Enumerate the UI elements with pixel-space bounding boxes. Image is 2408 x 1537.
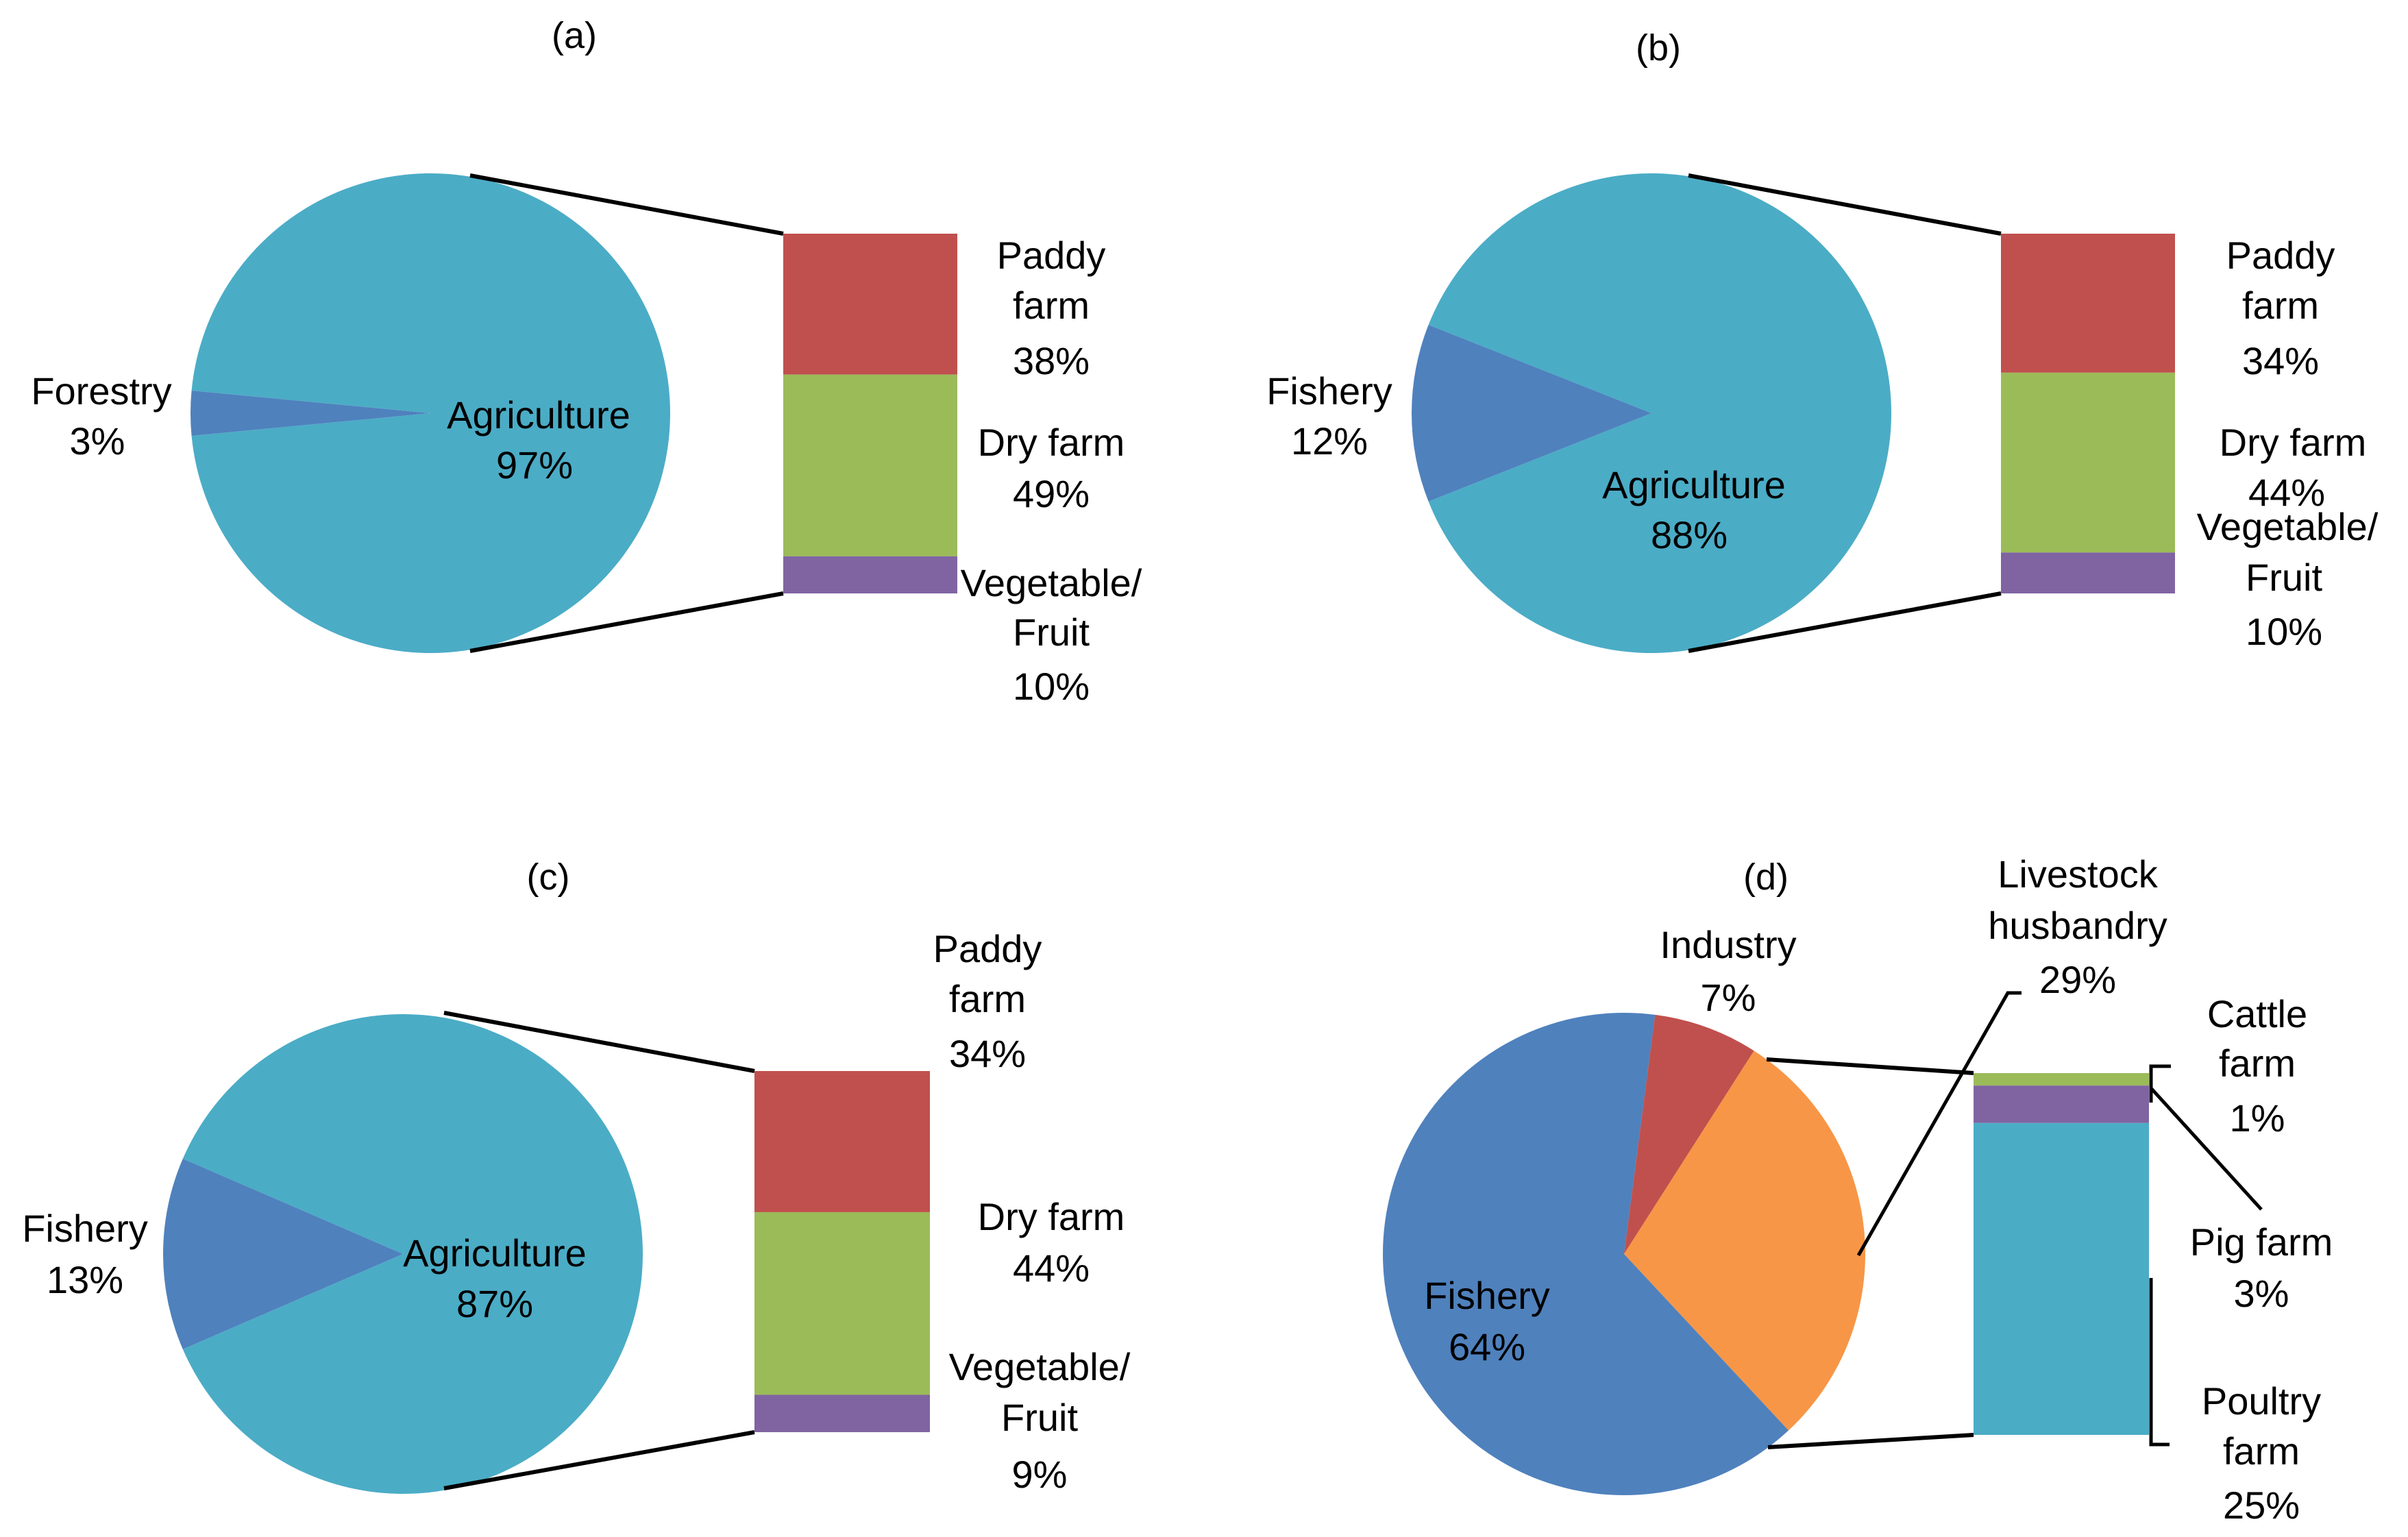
panel-d-value-fishery: 64% — [1449, 1325, 1525, 1368]
panel-c-label: (c) — [527, 857, 570, 898]
panel-d-slice-livestock — [1624, 1050, 1865, 1431]
panel-c-label-dry: Dry farm — [978, 1195, 1125, 1238]
panel-a: (a) Forestry 3% Agriculture 97% Paddy fa… — [31, 15, 1142, 708]
panel-d-label-poultry-2: farm — [2223, 1429, 2300, 1473]
panel-c-bar-vegfruit — [754, 1394, 930, 1432]
panel-b-bar-dry — [2001, 372, 2175, 553]
panel-b-label-dry: Dry farm — [2220, 421, 2367, 464]
panel-d-value-poultry: 25% — [2223, 1484, 2300, 1527]
panel-b-slice-agriculture — [1428, 173, 1891, 653]
panel-b-value-agriculture: 88% — [1651, 513, 1728, 556]
panel-c-label-vegfruit-2: Fruit — [1001, 1396, 1078, 1439]
panel-c: (c) Fishery 13% Agriculture 87% Paddy fa… — [22, 857, 1131, 1496]
panel-b-bar-paddy — [2001, 234, 2175, 373]
panel-b-value-paddy: 34% — [2242, 339, 2319, 382]
panel-b-label-fishery: Fishery — [1266, 369, 1392, 413]
panel-b-connector-top — [1688, 173, 2002, 236]
panel-b-value-dry: 44% — [2248, 471, 2325, 514]
panel-d-value-pig: 3% — [2234, 1272, 2289, 1315]
panel-c-label-paddy-2: farm — [949, 977, 1026, 1020]
panel-c-connector-bottom — [443, 1430, 755, 1490]
panel-a-label-dry: Dry farm — [978, 421, 1125, 464]
panel-b-label-paddy-2: farm — [2242, 284, 2319, 327]
panel-b: (b) Fishery 12% Agriculture 88% Paddy fa… — [1266, 27, 2379, 653]
panel-d-leader-poultry — [2149, 1278, 2170, 1447]
panel-b-label-vegfruit-1: Vegetable/ — [2197, 505, 2379, 548]
panel-d-leader-livestock — [1856, 991, 2022, 1257]
panel-d-leader-pig — [2150, 1087, 2263, 1211]
panel-d-label-cattle-1: Cattle — [2207, 992, 2307, 1035]
panel-c-connector-top — [443, 1011, 755, 1073]
panel-c-bar-dry — [754, 1212, 930, 1395]
panel-c-value-agriculture: 87% — [456, 1282, 533, 1325]
panel-d-connector-bottom — [1767, 1433, 1974, 1449]
panel-c-label-paddy-1: Paddy — [933, 927, 1042, 970]
panel-b-label-agriculture: Agriculture — [1602, 463, 1786, 506]
panel-c-value-fishery: 13% — [47, 1258, 123, 1301]
panel-a-label-vegfruit-1: Vegetable/ — [961, 561, 1142, 604]
panel-d: (d) Industry 7% Livestock husbandry 29% … — [1383, 852, 2333, 1527]
panel-d-slice-fishery — [1383, 1013, 1789, 1495]
panel-a-bar-paddy — [783, 234, 957, 375]
panel-d-slice-industry — [1624, 1014, 1754, 1254]
panel-a-slice-agriculture — [191, 173, 670, 653]
panel-a-value-paddy: 38% — [1013, 339, 1090, 382]
panel-a-slice-forestry — [191, 391, 430, 436]
panel-b-value-vegfruit: 10% — [2246, 610, 2322, 653]
panel-c-value-vegfruit: 9% — [1012, 1453, 1068, 1496]
panel-d-value-industry: 7% — [1701, 976, 1756, 1019]
panel-c-slice-fishery — [163, 1158, 403, 1350]
panel-b-label: (b) — [1636, 27, 1681, 69]
panel-d-bar-pig — [1974, 1085, 2149, 1123]
panel-a-value-dry: 49% — [1013, 472, 1090, 515]
panel-c-bar-paddy — [754, 1071, 930, 1212]
panel-c-label-fishery: Fishery — [22, 1207, 148, 1250]
panel-d-label-livestock-2: husbandry — [1988, 904, 2167, 947]
panel-a-value-vegfruit: 10% — [1013, 665, 1090, 708]
panel-a-label-vegfruit-2: Fruit — [1013, 611, 1090, 654]
panel-c-label-vegfruit-1: Vegetable/ — [949, 1345, 1131, 1388]
panel-d-value-livestock: 29% — [2039, 958, 2116, 1001]
panel-a-label-paddy-1: Paddy — [997, 234, 1106, 277]
panel-d-bar-cattle — [1974, 1073, 2149, 1086]
panel-d-label-fishery: Fishery — [1424, 1274, 1550, 1317]
panel-d-label: (d) — [1743, 857, 1789, 898]
panel-c-label-agriculture: Agriculture — [403, 1231, 587, 1275]
panel-b-label-vegfruit-2: Fruit — [2246, 556, 2322, 599]
panel-c-slice-agriculture — [182, 1014, 643, 1494]
panel-b-label-paddy-1: Paddy — [2226, 234, 2335, 277]
panel-a-bar-vegfruit — [783, 556, 957, 593]
panel-c-value-dry: 44% — [1013, 1246, 1090, 1290]
panel-a-connector-top — [469, 173, 784, 236]
panel-d-label-cattle-2: farm — [2219, 1042, 2296, 1085]
panel-c-value-paddy: 34% — [949, 1032, 1026, 1075]
panel-d-label-industry: Industry — [1660, 923, 1796, 966]
panel-b-bar-vegfruit — [2001, 552, 2175, 593]
panel-a-label: (a) — [552, 15, 597, 56]
panel-d-label-livestock-1: Livestock — [1998, 852, 2158, 896]
panel-a-label-agriculture: Agriculture — [447, 393, 630, 436]
panel-a-label-paddy-2: farm — [1013, 284, 1090, 327]
panel-b-slice-fishery — [1412, 325, 1651, 502]
panel-d-label-pig: Pig farm — [2190, 1220, 2333, 1264]
panel-b-value-fishery: 12% — [1291, 419, 1368, 463]
panel-d-value-cattle: 1% — [2230, 1096, 2285, 1140]
panel-d-connector-top — [1766, 1057, 1974, 1075]
panel-a-label-forestry: Forestry — [31, 369, 171, 413]
panel-a-connector-bottom — [469, 591, 784, 653]
panel-d-label-poultry-1: Poultry — [2202, 1379, 2321, 1423]
panel-a-value-agriculture: 97% — [496, 443, 573, 487]
panel-d-bar-poultry — [1974, 1122, 2149, 1435]
panel-b-connector-bottom — [1688, 591, 2002, 653]
panel-a-bar-dry — [783, 374, 957, 556]
panel-a-value-forestry: 3% — [70, 419, 125, 463]
